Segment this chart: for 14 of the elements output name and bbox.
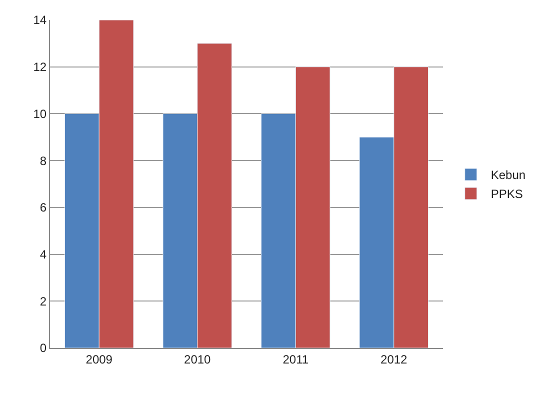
x-tick-label: 2011 — [282, 352, 309, 366]
y-tick-label: 10 — [33, 106, 47, 121]
x-tick-label: 2012 — [380, 352, 408, 366]
legend-label: Kebun — [490, 168, 526, 182]
y-tick-label: 14 — [33, 13, 47, 28]
y-tick-label: 8 — [40, 154, 47, 168]
y-tick-label: 0 — [40, 341, 47, 356]
y-tick-label: 6 — [40, 200, 47, 215]
legend-label: PPKS — [490, 187, 523, 202]
y-tick-label: 12 — [33, 60, 47, 74]
y-tick-label: 4 — [40, 247, 47, 262]
x-tick-label: 2009 — [86, 352, 113, 366]
y-tick-label: 2 — [40, 294, 47, 308]
x-tick-label: 2010 — [184, 352, 212, 366]
